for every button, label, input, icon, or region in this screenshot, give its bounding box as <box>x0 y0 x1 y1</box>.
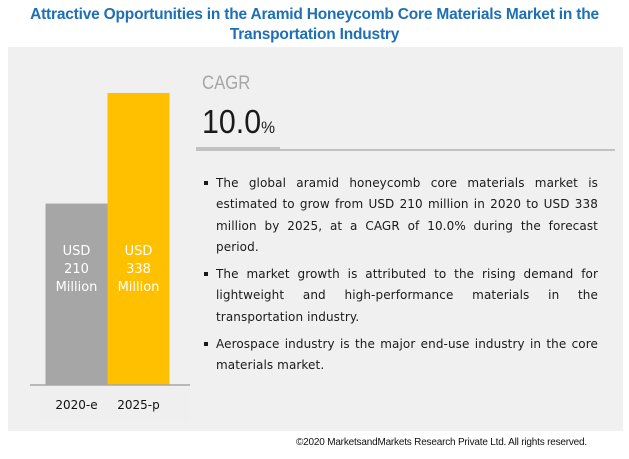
key-point: The market growth is attributed to the r… <box>202 264 598 328</box>
bar-label-scale: Million <box>55 280 98 295</box>
bar-label-unit: USD <box>62 244 91 259</box>
copyright-footer: ©2020 MarketsandMarkets Research Private… <box>296 437 587 448</box>
bullet-icon <box>204 181 208 185</box>
bar-label-value: 210 <box>64 262 89 277</box>
x-tick-label-2020: 2020-e <box>55 398 98 412</box>
bar-label-2020: USD 210 Million <box>46 243 108 297</box>
key-point-text: The market growth is attributed to the r… <box>216 267 598 324</box>
bar-2020-e <box>45 203 108 385</box>
cagr-number: 10.0 <box>202 103 262 140</box>
key-point-text: Aerospace industry is the major end-use … <box>216 337 598 373</box>
x-tick-label-2025: 2025-p <box>117 398 160 412</box>
cagr-unit: % <box>261 118 276 137</box>
category-label-box <box>40 387 190 421</box>
bullet-icon <box>204 272 208 277</box>
bar-label-scale: Million <box>117 280 160 295</box>
key-point: Aerospace industry is the major end-use … <box>202 334 598 377</box>
cagr-label: CAGR <box>202 73 251 94</box>
key-point: The global aramid honeycomb core materia… <box>202 173 598 258</box>
page-title: Attractive Opportunities in the Aramid H… <box>30 6 599 43</box>
key-points-list: The global aramid honeycomb core materia… <box>202 173 598 383</box>
cagr-value: 10.0% <box>202 103 275 141</box>
bar-label-2025: USD 338 Million <box>108 243 170 297</box>
key-point-text: The global aramid honeycomb core materia… <box>216 176 598 254</box>
bar-label-unit: USD <box>124 244 153 259</box>
cagr-divider-accent <box>196 147 280 151</box>
bar-label-value: 338 <box>126 262 151 277</box>
cagr-divider <box>280 149 615 151</box>
bullet-icon <box>204 342 208 347</box>
bar-2025-p <box>107 92 170 385</box>
